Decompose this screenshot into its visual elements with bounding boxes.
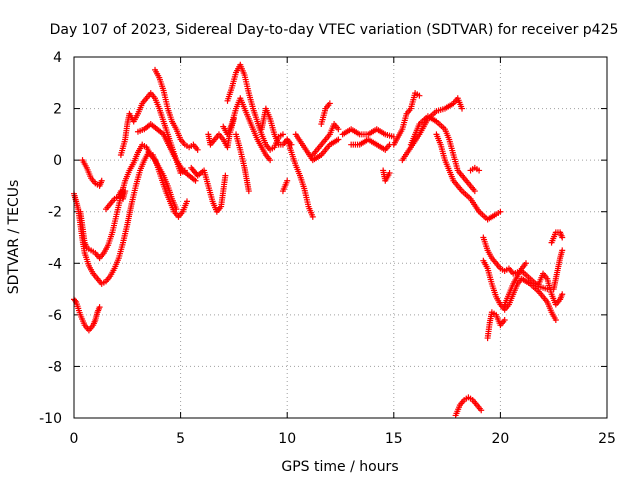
axis-ticks bbox=[73, 56, 608, 419]
data-point bbox=[267, 157, 274, 164]
series-arc-32 bbox=[535, 270, 566, 308]
data-point bbox=[386, 170, 393, 177]
series-arc-3 bbox=[79, 157, 105, 189]
data-point bbox=[309, 213, 316, 220]
series-arc-5 bbox=[71, 296, 103, 334]
data-points bbox=[71, 61, 566, 419]
data-point bbox=[194, 146, 201, 153]
data-point bbox=[122, 188, 129, 195]
data-point bbox=[279, 131, 286, 138]
x-tick-label: 25 bbox=[598, 431, 616, 447]
series-arc-9 bbox=[188, 164, 229, 215]
data-point bbox=[245, 188, 252, 195]
y-tick-labels: 4 2 0 -2 -4 -6 -8 -10 bbox=[39, 50, 62, 427]
series-arc-2 bbox=[77, 141, 180, 262]
series-arc-18 bbox=[309, 121, 342, 158]
y-tick-label: -6 bbox=[48, 308, 62, 324]
x-tick-label: 20 bbox=[491, 431, 509, 447]
data-point bbox=[497, 208, 504, 215]
data-point bbox=[284, 177, 291, 184]
series-arc-25 bbox=[407, 113, 478, 195]
data-point bbox=[183, 198, 190, 205]
x-tick-label: 0 bbox=[70, 431, 79, 447]
data-point bbox=[192, 177, 199, 184]
series-arc-16 bbox=[279, 177, 291, 195]
series-arc-8 bbox=[134, 121, 199, 184]
y-axis-label: SDTVAR / TECUs bbox=[6, 180, 22, 295]
data-point bbox=[72, 297, 79, 304]
x-axis-label: GPS time / hours bbox=[281, 459, 398, 475]
series-arc-7 bbox=[152, 66, 201, 153]
series-arc-17 bbox=[292, 131, 342, 164]
series-arc-26 bbox=[433, 131, 504, 223]
data-point bbox=[552, 317, 559, 324]
data-point bbox=[559, 291, 566, 298]
data-point bbox=[173, 206, 180, 213]
series-arc-35 bbox=[452, 394, 485, 419]
data-point bbox=[559, 234, 566, 241]
series-arc-33 bbox=[548, 229, 566, 246]
y-tick-label: -2 bbox=[48, 205, 62, 221]
x-tick-label: 10 bbox=[278, 431, 296, 447]
chart-title: Day 107 of 2023, Sidereal Day-to-day VTE… bbox=[50, 22, 619, 38]
grid bbox=[74, 57, 607, 418]
series-arc-23 bbox=[390, 90, 423, 148]
series-arc-19 bbox=[318, 100, 333, 128]
series-arc-30 bbox=[484, 309, 508, 342]
series-arc-11 bbox=[224, 61, 286, 153]
x-tick-label: 5 bbox=[176, 431, 185, 447]
series-arc-31 bbox=[501, 260, 529, 308]
series-arc-21 bbox=[348, 136, 393, 153]
y-tick-label: 4 bbox=[53, 50, 62, 66]
series-arc-34 bbox=[550, 247, 566, 293]
data-point bbox=[335, 126, 342, 133]
data-point bbox=[416, 92, 423, 99]
series-arc-12 bbox=[220, 95, 274, 164]
data-point bbox=[98, 177, 105, 184]
series-arc-13 bbox=[233, 131, 252, 195]
data-point bbox=[222, 172, 229, 179]
data-point bbox=[459, 105, 466, 112]
data-point bbox=[96, 304, 103, 311]
data-point bbox=[476, 167, 483, 174]
series-arc-22 bbox=[380, 167, 393, 184]
data-point bbox=[471, 188, 478, 195]
data-point bbox=[335, 136, 342, 143]
y-tick-label: -10 bbox=[39, 411, 62, 427]
series-arc-6 bbox=[117, 90, 188, 177]
y-tick-label: -4 bbox=[48, 256, 62, 272]
series-arc-15 bbox=[284, 136, 316, 220]
series-arc-27 bbox=[467, 164, 483, 174]
x-tick-labels: 0 5 10 15 20 25 bbox=[70, 431, 616, 447]
data-point bbox=[559, 247, 566, 254]
y-tick-label: 2 bbox=[53, 102, 62, 118]
y-tick-label: 0 bbox=[53, 153, 62, 169]
data-point bbox=[501, 317, 508, 324]
series-arc-20 bbox=[339, 126, 397, 140]
x-tick-label: 15 bbox=[385, 431, 403, 447]
data-point bbox=[478, 407, 485, 414]
series-arc-4 bbox=[102, 188, 129, 213]
data-point bbox=[326, 100, 333, 107]
series-arc-29 bbox=[480, 257, 559, 324]
y-tick-label: -8 bbox=[48, 359, 62, 375]
plot-frame bbox=[73, 56, 608, 419]
data-point bbox=[522, 260, 529, 267]
